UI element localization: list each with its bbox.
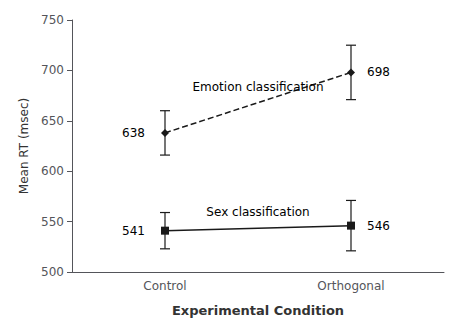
svg-text:546: 546 [367, 219, 390, 233]
svg-text:750: 750 [41, 13, 64, 27]
svg-text:541: 541 [122, 224, 145, 238]
svg-text:600: 600 [41, 164, 64, 178]
svg-text:650: 650 [41, 114, 64, 128]
svg-text:698: 698 [367, 65, 390, 79]
svg-text:700: 700 [41, 63, 64, 77]
svg-text:500: 500 [41, 265, 64, 279]
svg-text:638: 638 [122, 126, 145, 140]
svg-text:Experimental Condition: Experimental Condition [172, 303, 344, 318]
svg-text:550: 550 [41, 215, 64, 229]
svg-text:Orthogonal: Orthogonal [317, 279, 384, 293]
svg-text:Emotion classification: Emotion classification [192, 80, 323, 94]
svg-text:Control: Control [143, 279, 186, 293]
svg-text:Sex classification: Sex classification [206, 205, 309, 219]
svg-text:Mean RT (msec): Mean RT (msec) [17, 98, 31, 194]
